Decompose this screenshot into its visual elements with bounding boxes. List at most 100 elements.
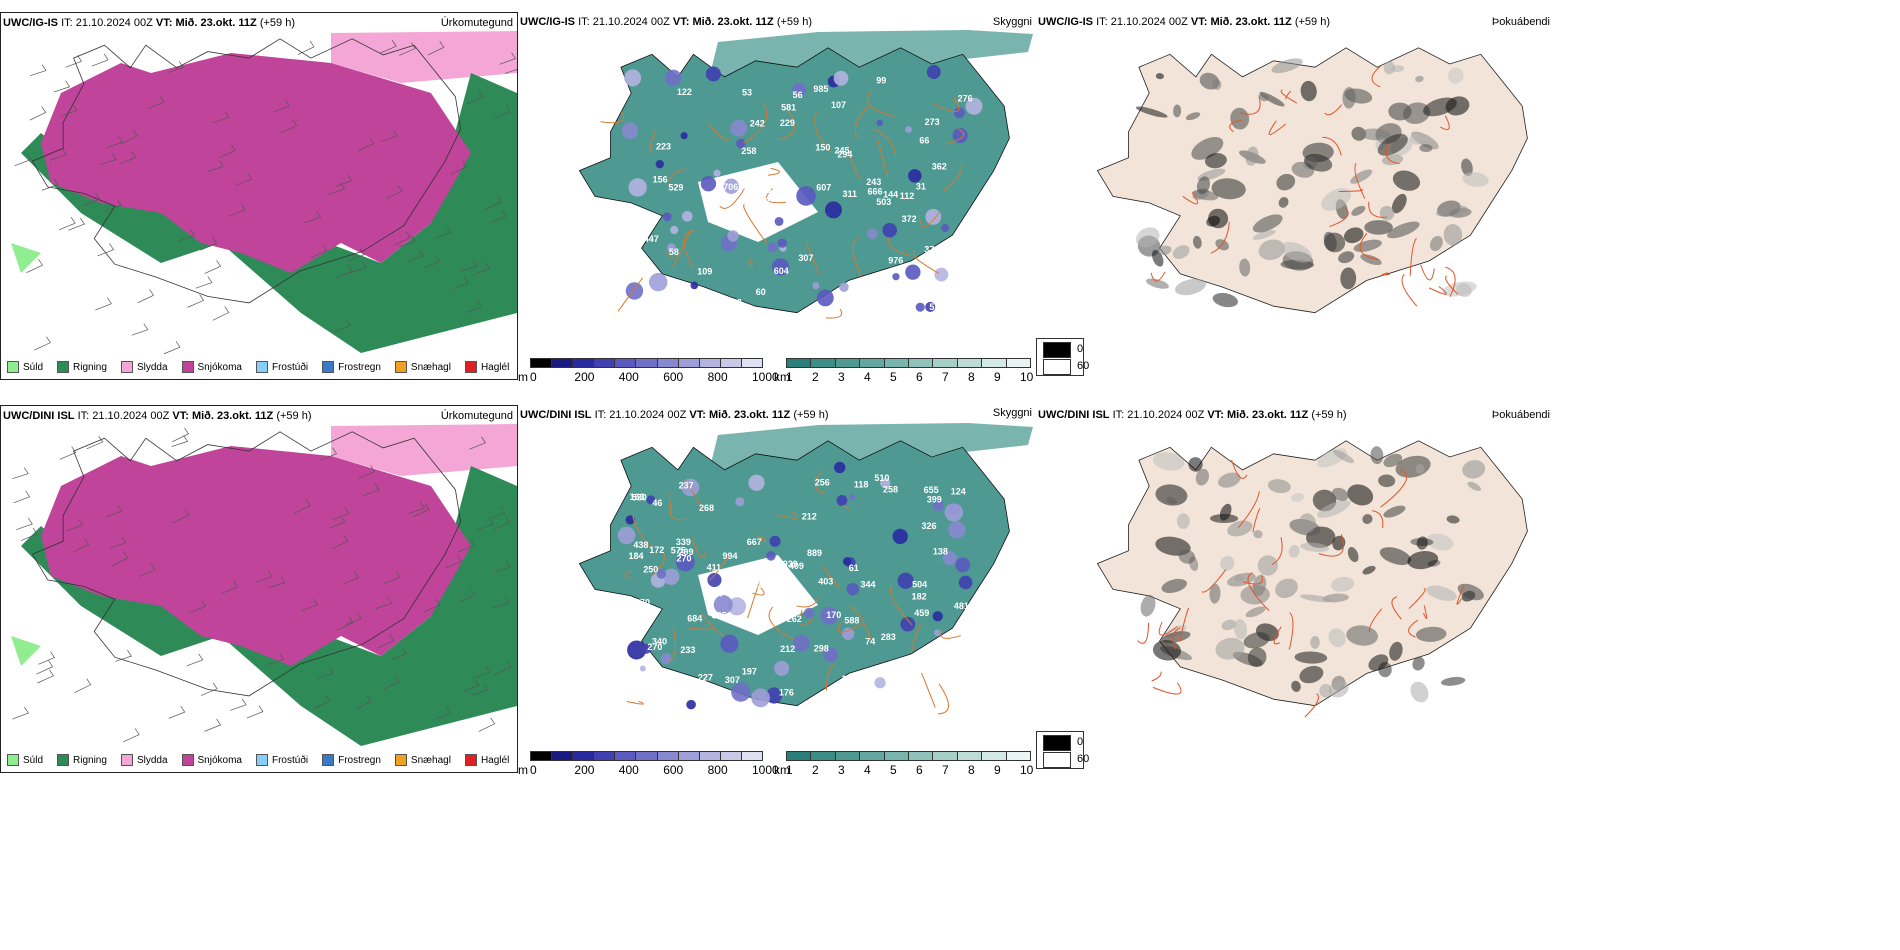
colorbar-segment — [908, 358, 934, 368]
visibility-value: 237 — [679, 480, 694, 490]
ceiling-blob — [955, 557, 971, 573]
colorbar-tick-label: 600 — [663, 763, 684, 777]
wind-barb — [380, 40, 397, 54]
fog-shade — [1185, 112, 1201, 121]
fog-shade — [1252, 214, 1283, 233]
road-line — [825, 663, 834, 691]
fog-shade — [1419, 144, 1433, 153]
wind-barb — [350, 261, 367, 274]
ceiling-blob — [926, 65, 941, 80]
visibility-value: 197 — [742, 666, 757, 676]
wind-barb — [148, 95, 165, 109]
road-line — [1423, 605, 1428, 619]
wind-barb — [336, 616, 354, 631]
legend-item: Haglél — [464, 361, 509, 373]
ceiling-blob — [867, 228, 878, 240]
fog-shade — [1278, 196, 1289, 208]
road-line — [752, 586, 765, 596]
wind-barb — [301, 598, 318, 612]
visibility-value: 124 — [951, 486, 966, 496]
wind-barb — [178, 229, 195, 242]
fog-shade — [1208, 208, 1229, 229]
fog-shade — [1212, 79, 1222, 90]
fog-shade — [1426, 533, 1454, 551]
wind-barb — [219, 144, 236, 159]
fog-shade — [1243, 632, 1270, 649]
visibility-value: 575 — [671, 546, 686, 556]
visibility-value: 180 — [869, 669, 884, 679]
colorbar-segment — [530, 751, 553, 761]
ceiling-blob — [900, 616, 916, 632]
fog-shade — [1258, 93, 1269, 102]
wind-barb — [100, 153, 117, 166]
colorbar-tick-label: 4 — [864, 763, 871, 777]
fog-shade — [1166, 497, 1177, 505]
colorbar-tick-label: 9 — [994, 763, 1001, 777]
road-line — [683, 230, 695, 268]
road-line — [847, 144, 861, 180]
panel-header: UWC/IG-IS IT: 21.10.2024 00Z VT: Mið. 23… — [3, 17, 295, 29]
wind-barb — [494, 560, 511, 573]
visibility-value: 447 — [644, 234, 659, 244]
ceiling-blob — [953, 107, 965, 119]
road-line — [624, 570, 633, 579]
wind-barb — [380, 129, 398, 143]
fog-shade — [1443, 223, 1463, 246]
fog-shade — [1440, 676, 1466, 686]
fog-shade — [1347, 547, 1359, 563]
wind-barb — [384, 571, 401, 584]
fog-shade — [1204, 153, 1227, 169]
wind-barb — [328, 182, 346, 195]
road-line — [825, 308, 843, 319]
road-line — [1420, 264, 1435, 281]
road-line — [876, 137, 889, 177]
fog-scale: 0 60 — [1036, 338, 1089, 376]
colorbar-tick-label: 0 — [530, 370, 537, 384]
wind-barb — [186, 653, 204, 667]
fog-shade — [1321, 188, 1352, 211]
wind-barb — [488, 506, 506, 520]
wind-barb — [72, 538, 90, 553]
wind-barb — [493, 516, 511, 531]
road-line — [852, 237, 862, 277]
wind-barb — [66, 518, 84, 532]
colorbar-segment — [956, 751, 983, 761]
road-line — [854, 104, 871, 139]
fog-shade — [1389, 641, 1403, 661]
visibility-value: 459 — [914, 608, 929, 618]
road-line — [1456, 584, 1465, 605]
ceiling-blob — [908, 169, 922, 183]
road-line — [944, 128, 965, 145]
road-line — [701, 613, 725, 637]
colorbar-segment — [834, 751, 861, 761]
visibility-value: 344 — [861, 580, 876, 590]
wind-barb — [204, 718, 222, 732]
ceiling-blob — [774, 216, 784, 226]
road-line — [822, 565, 840, 588]
wind-barb — [29, 64, 47, 77]
colorbar-segment — [834, 358, 861, 368]
colorbar-tick-label: 10 — [1020, 370, 1034, 384]
fog-shade — [1429, 235, 1443, 252]
visibility-value: 581 — [781, 103, 796, 113]
road-line — [940, 628, 961, 639]
road-line — [719, 188, 745, 209]
colorbar-tick-label: 1000 — [752, 370, 779, 384]
road-line — [1338, 189, 1364, 192]
fog-shade — [1461, 158, 1473, 176]
fog-shade — [1415, 626, 1447, 642]
visibility-value: 299 — [679, 547, 694, 557]
legend-item: Frostúði — [255, 754, 308, 766]
fog-scale-label: 60 — [1077, 753, 1090, 765]
colorbar-tick-label: 400 — [618, 370, 639, 384]
wind-barb — [280, 119, 298, 134]
legend-label: Snæhagl — [410, 361, 451, 373]
colorbar-tick-label: 9 — [994, 370, 1001, 384]
visibility-value: 270 — [677, 553, 692, 563]
visibility-value: 118 — [854, 480, 869, 490]
fog-shade — [1253, 530, 1263, 539]
colorbar-segment — [635, 751, 658, 761]
visibility-value: 163 — [630, 492, 645, 502]
coastline — [31, 38, 462, 304]
ceiling-blob — [942, 550, 957, 566]
